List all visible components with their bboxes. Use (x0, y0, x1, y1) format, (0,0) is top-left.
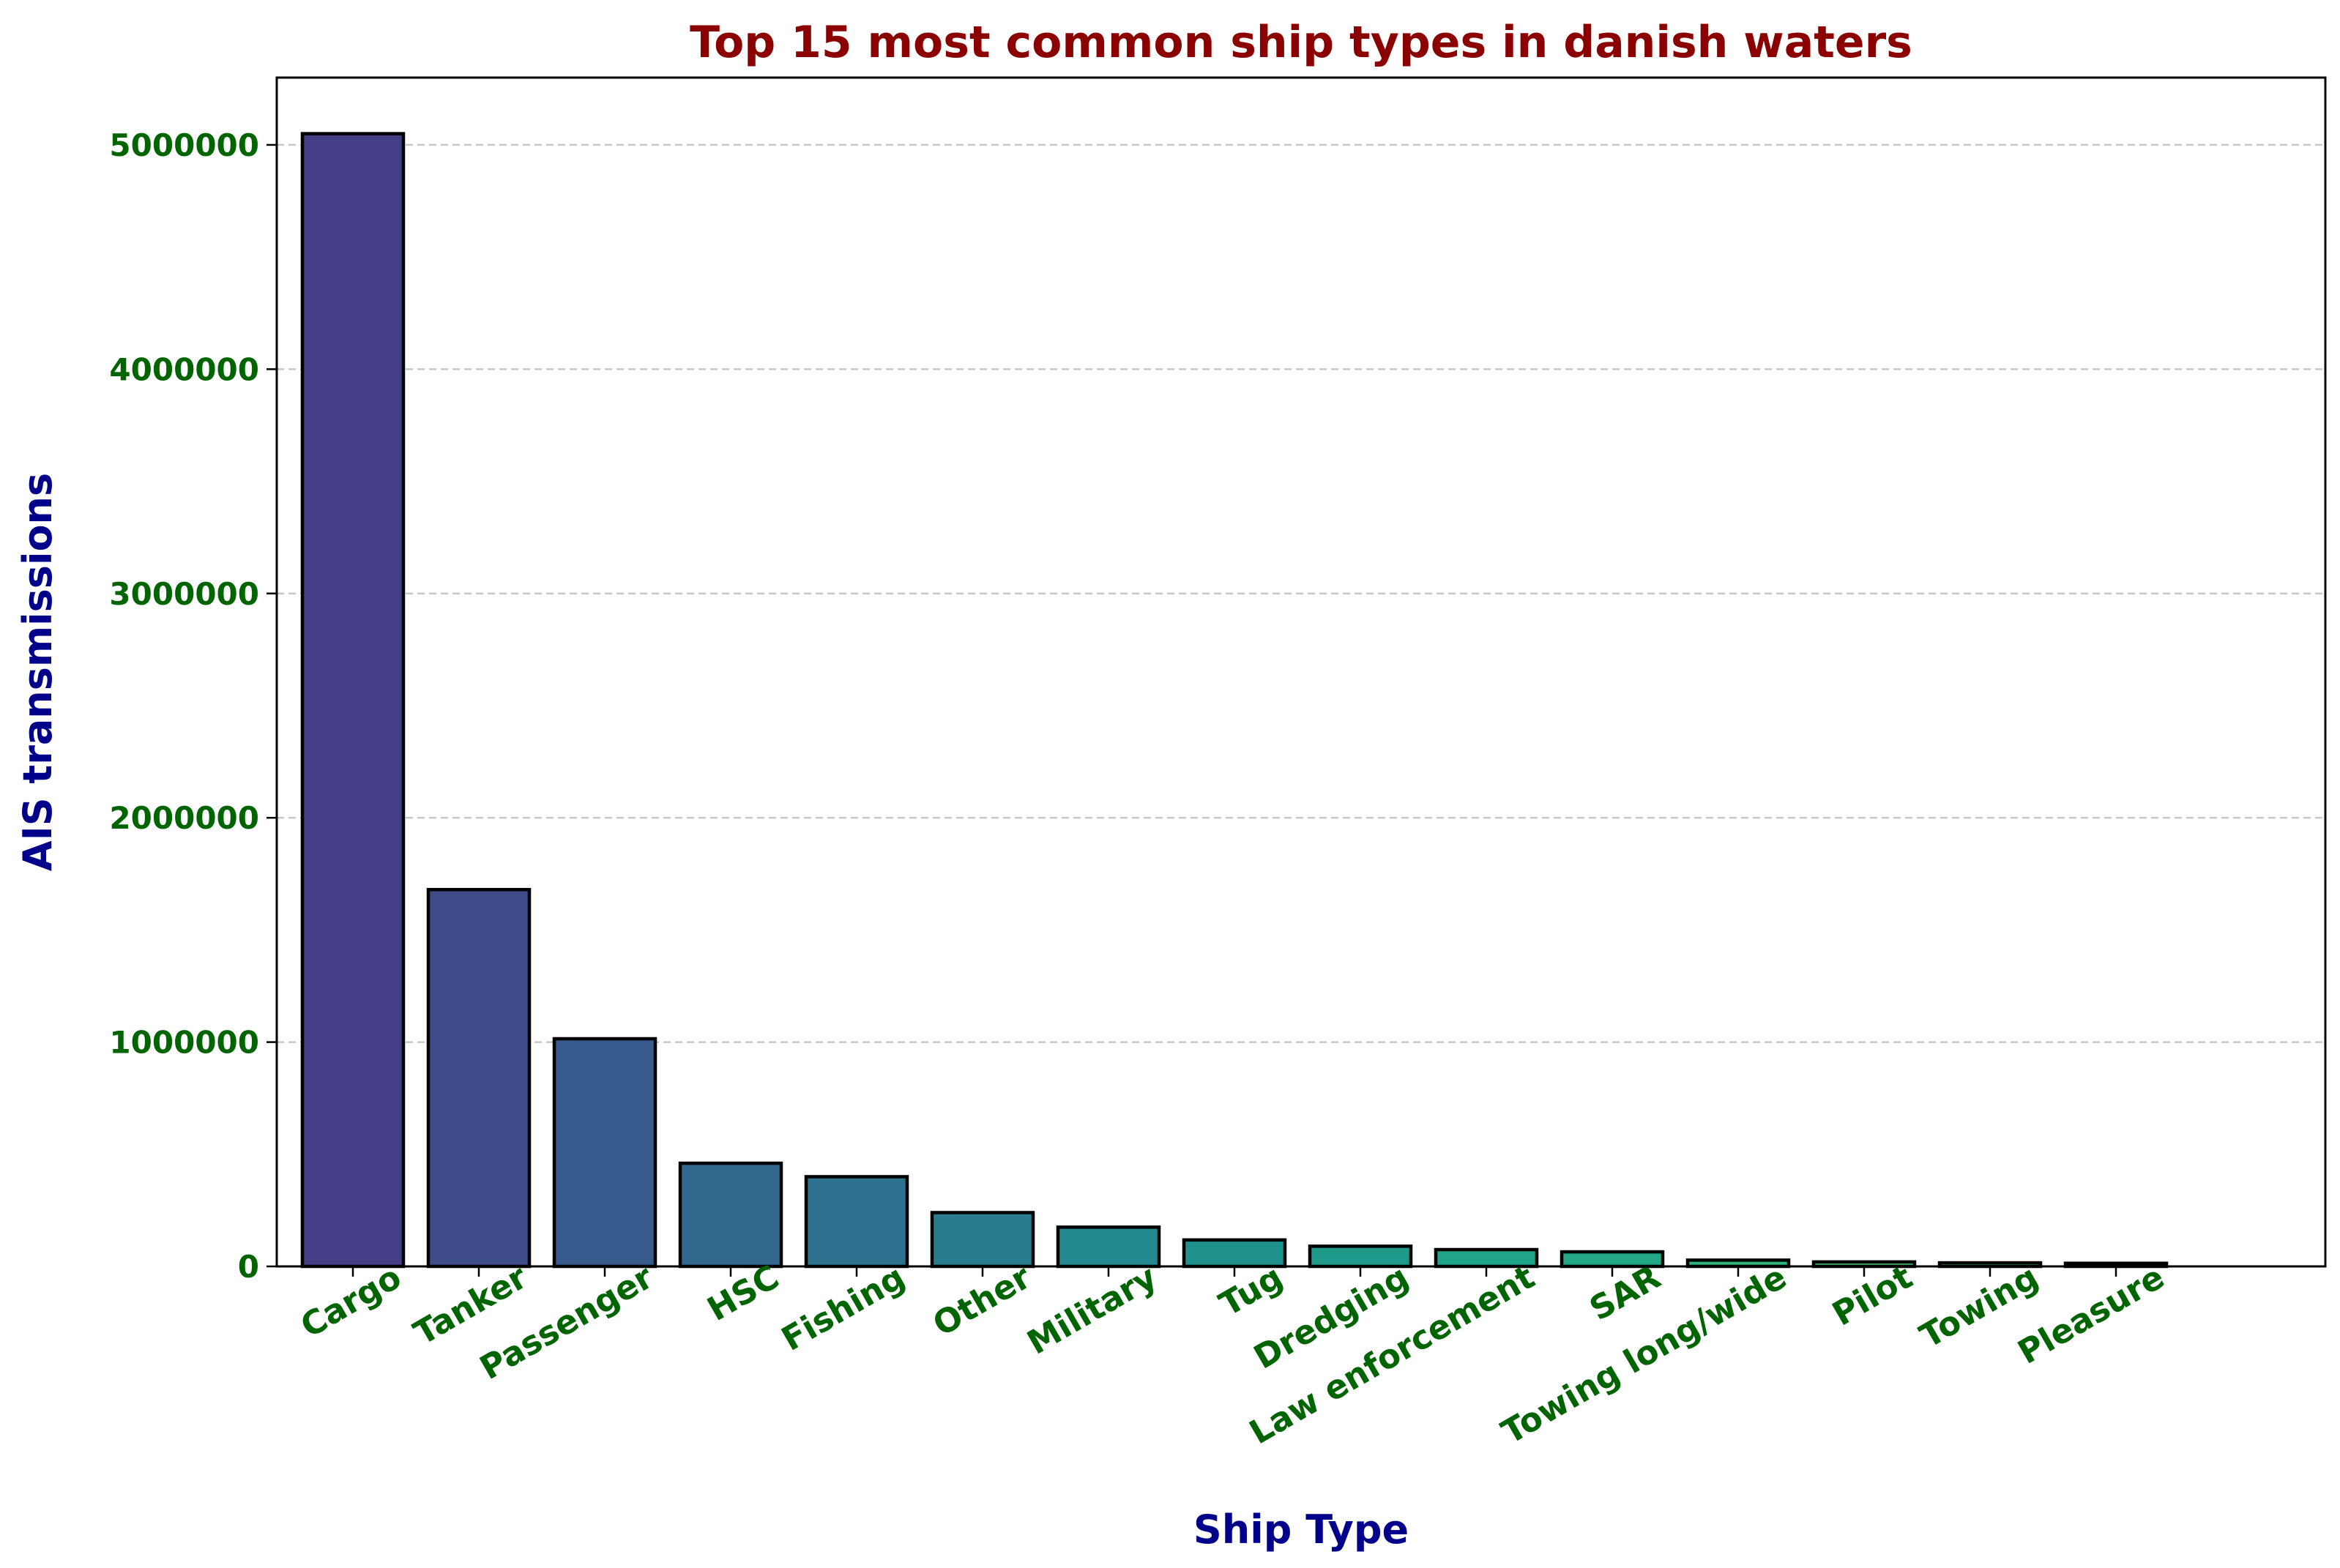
bar (426, 887, 532, 1269)
y-tick-label: 0 (238, 1249, 259, 1285)
y-tick-label: 4000000 (109, 351, 259, 387)
x-axis-label: Ship Type (1193, 1507, 1409, 1553)
bars (300, 132, 2169, 1269)
chart-title: Top 15 most common ship types in danish … (690, 17, 1912, 68)
bar (804, 1175, 909, 1269)
bar (300, 132, 406, 1269)
y-tick-label: 3000000 (109, 576, 259, 612)
bar (678, 1161, 783, 1269)
y-axis-label: AIS transmissions (15, 473, 61, 871)
plot-frame (275, 76, 2327, 1268)
y-tick-label: 5000000 (109, 127, 259, 163)
y-tick-label: 1000000 (109, 1025, 259, 1061)
bar (930, 1211, 1035, 1269)
y-axis-ticks: 0 1000000 2000000 3000000 4000000 5000000 (109, 127, 277, 1285)
bar (552, 1037, 657, 1269)
y-tick-label: 2000000 (109, 800, 259, 836)
